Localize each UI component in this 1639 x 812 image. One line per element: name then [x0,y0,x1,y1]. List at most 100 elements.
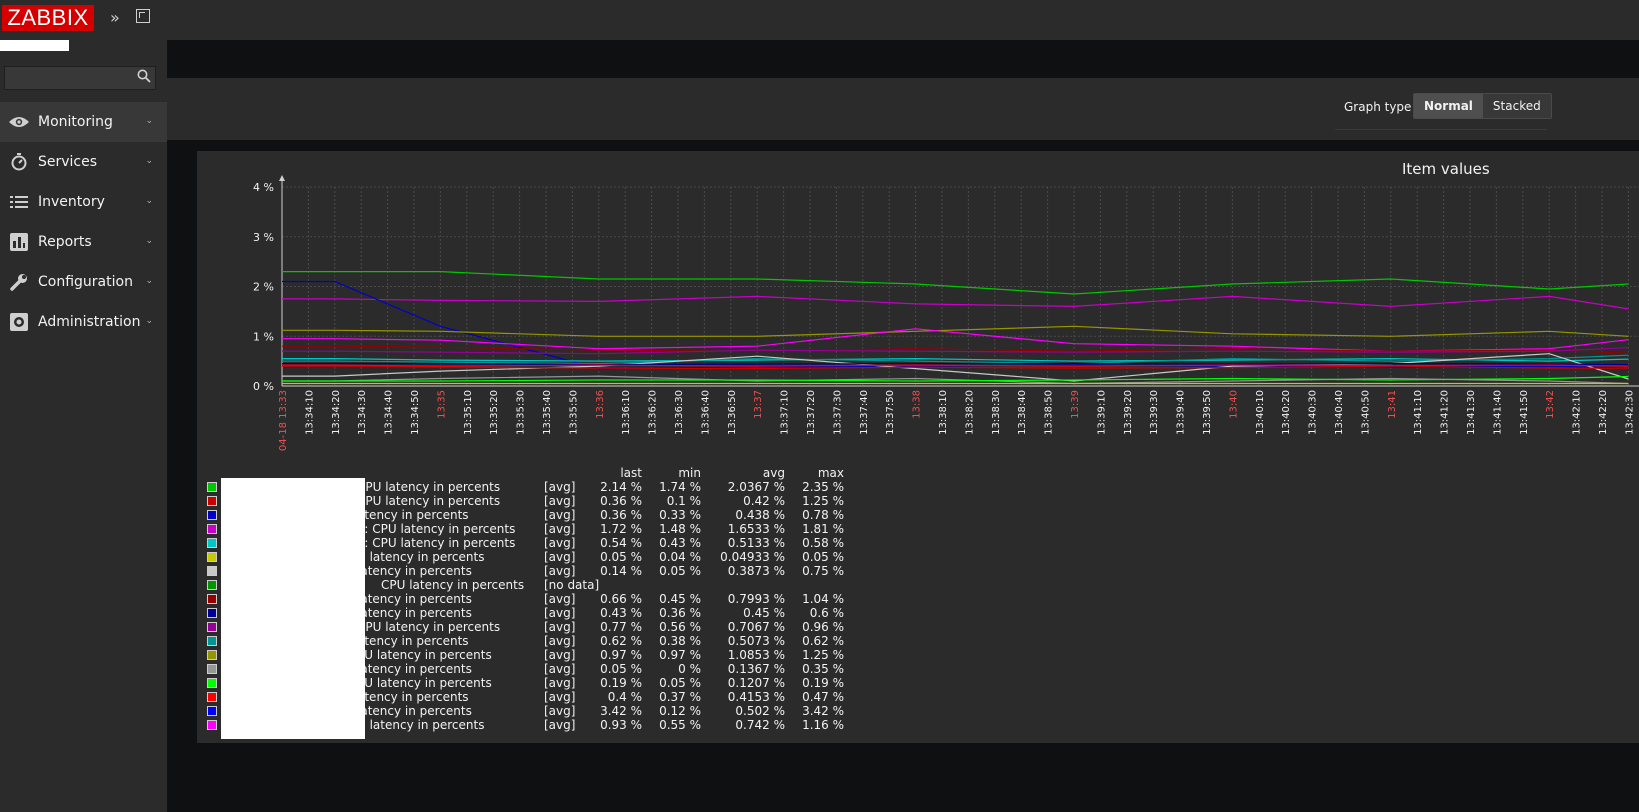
legend-value-max: 0.05 % [802,550,844,564]
zabbix-logo[interactable]: ZABBIX [2,5,94,31]
legend-color-swatch [207,566,217,576]
x-tick-label: 13:34:10 [304,390,315,435]
legend-value-last: 1.72 % [600,522,642,536]
gear-icon [0,313,38,331]
series-line [282,295,1629,310]
x-tick-label: 13:36:50 [727,390,738,435]
legend-row: latency in percents [avg] 0.14 % 0.05 % 0.38… [207,564,867,578]
x-tick-label: 13:35:50 [568,390,579,435]
search-field[interactable] [4,66,156,90]
legend-color-swatch [207,636,217,646]
wrench-icon [0,273,38,291]
legend-color-swatch [207,594,217,604]
legend-color-swatch [207,678,217,688]
legend-value-avg: 0.438 % [735,508,785,522]
menu-configuration[interactable]: Configuration ⌄ [0,262,167,302]
series-line [282,325,1629,337]
search-input[interactable] [5,67,133,88]
x-tick-label: 13:42:30 [1624,390,1635,435]
legend-row: atency in percents [avg] 0.4 % 0.37 % 0.4153… [207,690,867,704]
x-tick-label: 13:40:10 [1255,390,1266,435]
legend-color-swatch [207,510,217,520]
collapse-sidebar-icon[interactable]: » [110,8,120,27]
legend-item-name: CPU latency in percents [357,620,501,634]
legend-item-name: latency in percents [357,564,472,578]
menu-administration[interactable]: Administration ⌄ [0,302,167,342]
legend-color-swatch [207,524,217,534]
legend-value-last: 0.14 % [600,564,642,578]
legend-item-name: latency in percents [357,606,472,620]
menu-monitoring[interactable]: Monitoring ⌄ [0,102,167,142]
legend-value-max: 0.58 % [802,536,844,550]
legend-value-avg: 1.0853 % [727,648,785,662]
menu-label: Configuration [38,274,133,290]
x-tick-label: 13:39:30 [1149,390,1160,435]
legend-value-last: 0.05 % [600,662,642,676]
graph-type-stacked-button[interactable]: Stacked [1482,94,1551,118]
chevron-down-icon: ⌄ [145,236,153,246]
list-icon [0,195,38,209]
legend-row: CPU latency in percents [no data] [207,578,867,592]
legend-value-last: 0.36 % [600,494,642,508]
legend-value-max: 0.96 % [802,620,844,634]
legend-function: [avg] [544,690,576,704]
main-menu: Monitoring ⌄ Services ⌄ Inventory ⌄ Repo… [0,102,167,342]
x-tick-label: 13:35:20 [489,390,500,435]
legend-value-min: 0.04 % [659,550,701,564]
x-tick-label: 13:42:10 [1572,390,1583,435]
legend-value-avg: 0.7993 % [727,592,785,606]
legend-value-last: 0.97 % [600,648,642,662]
menu-inventory[interactable]: Inventory ⌄ [0,182,167,222]
x-tick-label: 13:37:20 [806,390,817,435]
x-tick-label: 13:40:30 [1308,390,1319,435]
legend-color-swatch [207,608,217,618]
filter-bar: Graph type Normal Stacked [167,78,1639,140]
legend-header-max: max [817,466,844,480]
legend-item-name: CPU latency in percents [357,494,501,508]
legend-color-swatch [207,664,217,674]
legend-function: [avg] [544,508,576,522]
x-tick-label: 13:37:50 [885,390,896,435]
legend-function: [avg] [544,662,576,676]
stopwatch-icon [0,153,38,171]
x-tick-label: 13:41:50 [1519,390,1530,435]
legend-color-swatch [207,706,217,716]
y-tick-label: 2 % [253,281,274,294]
legend-value-last: 0.93 % [600,718,642,732]
legend-function: [avg] [544,606,576,620]
y-tick-label: 3 % [253,231,274,244]
x-tick-label: 13:35:40 [542,390,553,435]
legend-function: [avg] [544,704,576,718]
legend-function: [avg] [544,648,576,662]
x-tick-label: 13:36:20 [648,390,659,435]
legend-value-min: 0.45 % [659,592,701,606]
x-tick-label: 13:34:50 [410,390,421,435]
legend-function: [avg] [544,536,576,550]
kiosk-mode-icon[interactable] [136,9,150,23]
x-tick-label: 13:40 [1228,390,1239,419]
x-tick-label: 13:40:50 [1360,390,1371,435]
legend-value-min: 0.33 % [659,508,701,522]
legend-value-avg: 0.742 % [735,718,785,732]
legend-value-last: 0.19 % [600,676,642,690]
legend-value-min: 0 % [678,662,701,676]
graph-panel: 0 % 1 % 2 % 3 % 4 % 04-18 13:33 13:34:10 13:34:… [197,151,1639,743]
series-line [282,375,1629,382]
menu-reports[interactable]: Reports ⌄ [0,222,167,262]
search-icon[interactable] [137,69,151,83]
legend-row: e: CPU latency in percents [avg] 0.54 % 0.4… [207,536,867,550]
legend-value-avg: 0.5073 % [727,634,785,648]
legend-value-max: 1.16 % [802,718,844,732]
menu-services[interactable]: Services ⌄ [0,142,167,182]
legend-item-name: atency in percents [357,508,469,522]
x-tick-label: 13:37:30 [832,390,843,435]
legend-function: [avg] [544,564,576,578]
legend-value-max: 0.78 % [802,508,844,522]
legend-function: [avg] [544,494,576,508]
legend-row: U latency in percents [avg] 0.93 % 0.55 % 0.… [207,718,867,732]
legend-value-max: 2.35 % [802,480,844,494]
x-tick-label: 13:39:50 [1202,390,1213,435]
x-tick-label: 04-18 13:33 [278,390,289,451]
legend-value-max: 1.81 % [802,522,844,536]
graph-type-normal-button[interactable]: Normal [1414,94,1483,118]
